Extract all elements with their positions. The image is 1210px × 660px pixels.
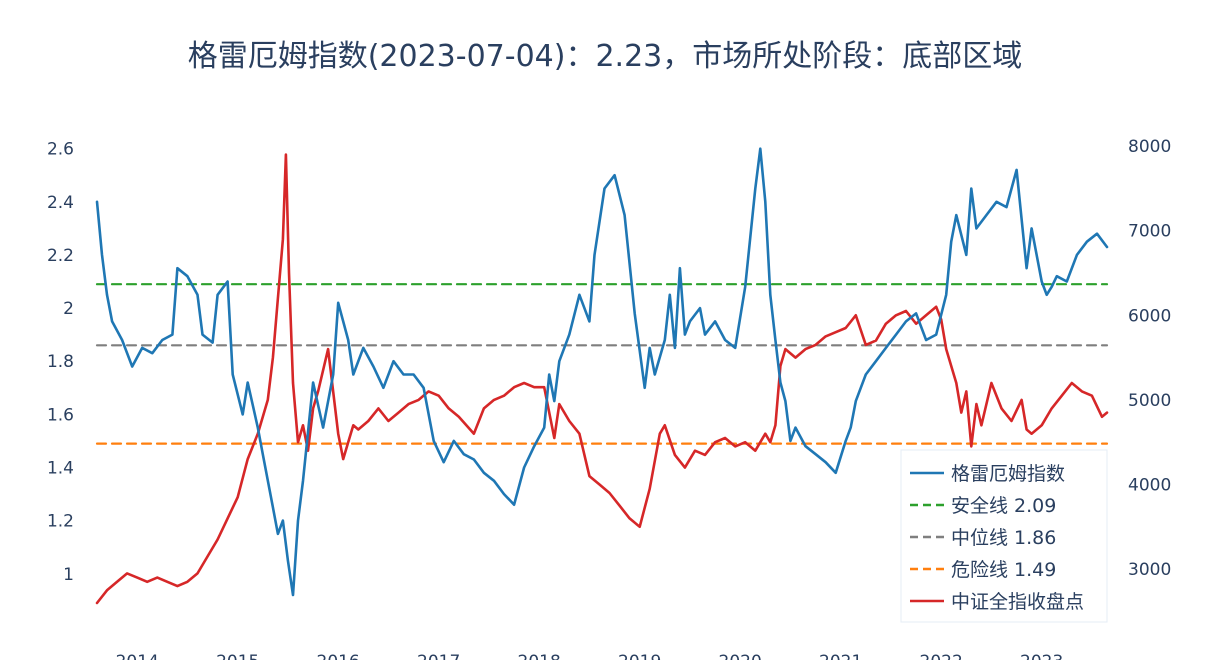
legend-label: 格雷厄姆指数 [951,463,1065,485]
x-tick-label: 2016 [317,652,360,660]
y-axis-left: 1 1.2 1.4 1.6 1.8 2 2.2 2.4 2.6 [47,140,74,585]
y-right-tick-label: 5000 [1128,391,1171,411]
y-left-tick-label: 1.8 [47,352,74,372]
x-axis: 2014 2015 2016 2017 2018 2019 2020 2021 2022 2023 [116,652,1064,660]
x-tick-label: 2015 [216,652,259,660]
y-axis-right: 3000 4000 5000 6000 7000 8000 [1128,137,1171,580]
legend-label: 安全线 2.09 [951,495,1056,517]
y-left-tick-label: 1.4 [47,458,74,478]
legend-box [900,449,1108,623]
y-left-tick-label: 2 [63,299,74,319]
x-tick-label: 2020 [719,652,762,660]
x-tick-label: 2019 [618,652,661,660]
y-right-tick-label: 4000 [1128,476,1171,496]
legend-label: 危险线 1.49 [951,559,1056,581]
y-left-tick-label: 2.2 [47,246,74,266]
y-left-tick-label: 2.4 [47,193,74,213]
x-tick-label: 2017 [417,652,460,660]
legend-label: 中位线 1.86 [951,527,1056,549]
y-right-tick-label: 8000 [1128,137,1171,157]
chart-title: 格雷厄姆指数(2023-07-04)：2.23，市场所处阶段：底部区域 [188,39,1023,74]
x-tick-label: 2022 [920,652,963,660]
y-left-tick-label: 1 [63,565,74,585]
x-tick-label: 2014 [116,652,159,660]
y-left-tick-label: 1.2 [47,512,74,532]
y-right-tick-label: 6000 [1128,306,1171,326]
y-left-tick-label: 2.6 [47,140,74,160]
y-left-tick-label: 1.6 [47,405,74,425]
series-line [95,147,1109,597]
y-right-tick-label: 7000 [1128,222,1171,242]
x-tick-label: 2021 [819,652,862,660]
x-tick-label: 2023 [1020,652,1063,660]
legend-label: 中证全指收盘点 [951,591,1084,613]
x-tick-label: 2018 [518,652,561,660]
series-line [95,153,1109,605]
plot-area [95,147,1109,605]
y-right-tick-label: 3000 [1128,560,1171,580]
